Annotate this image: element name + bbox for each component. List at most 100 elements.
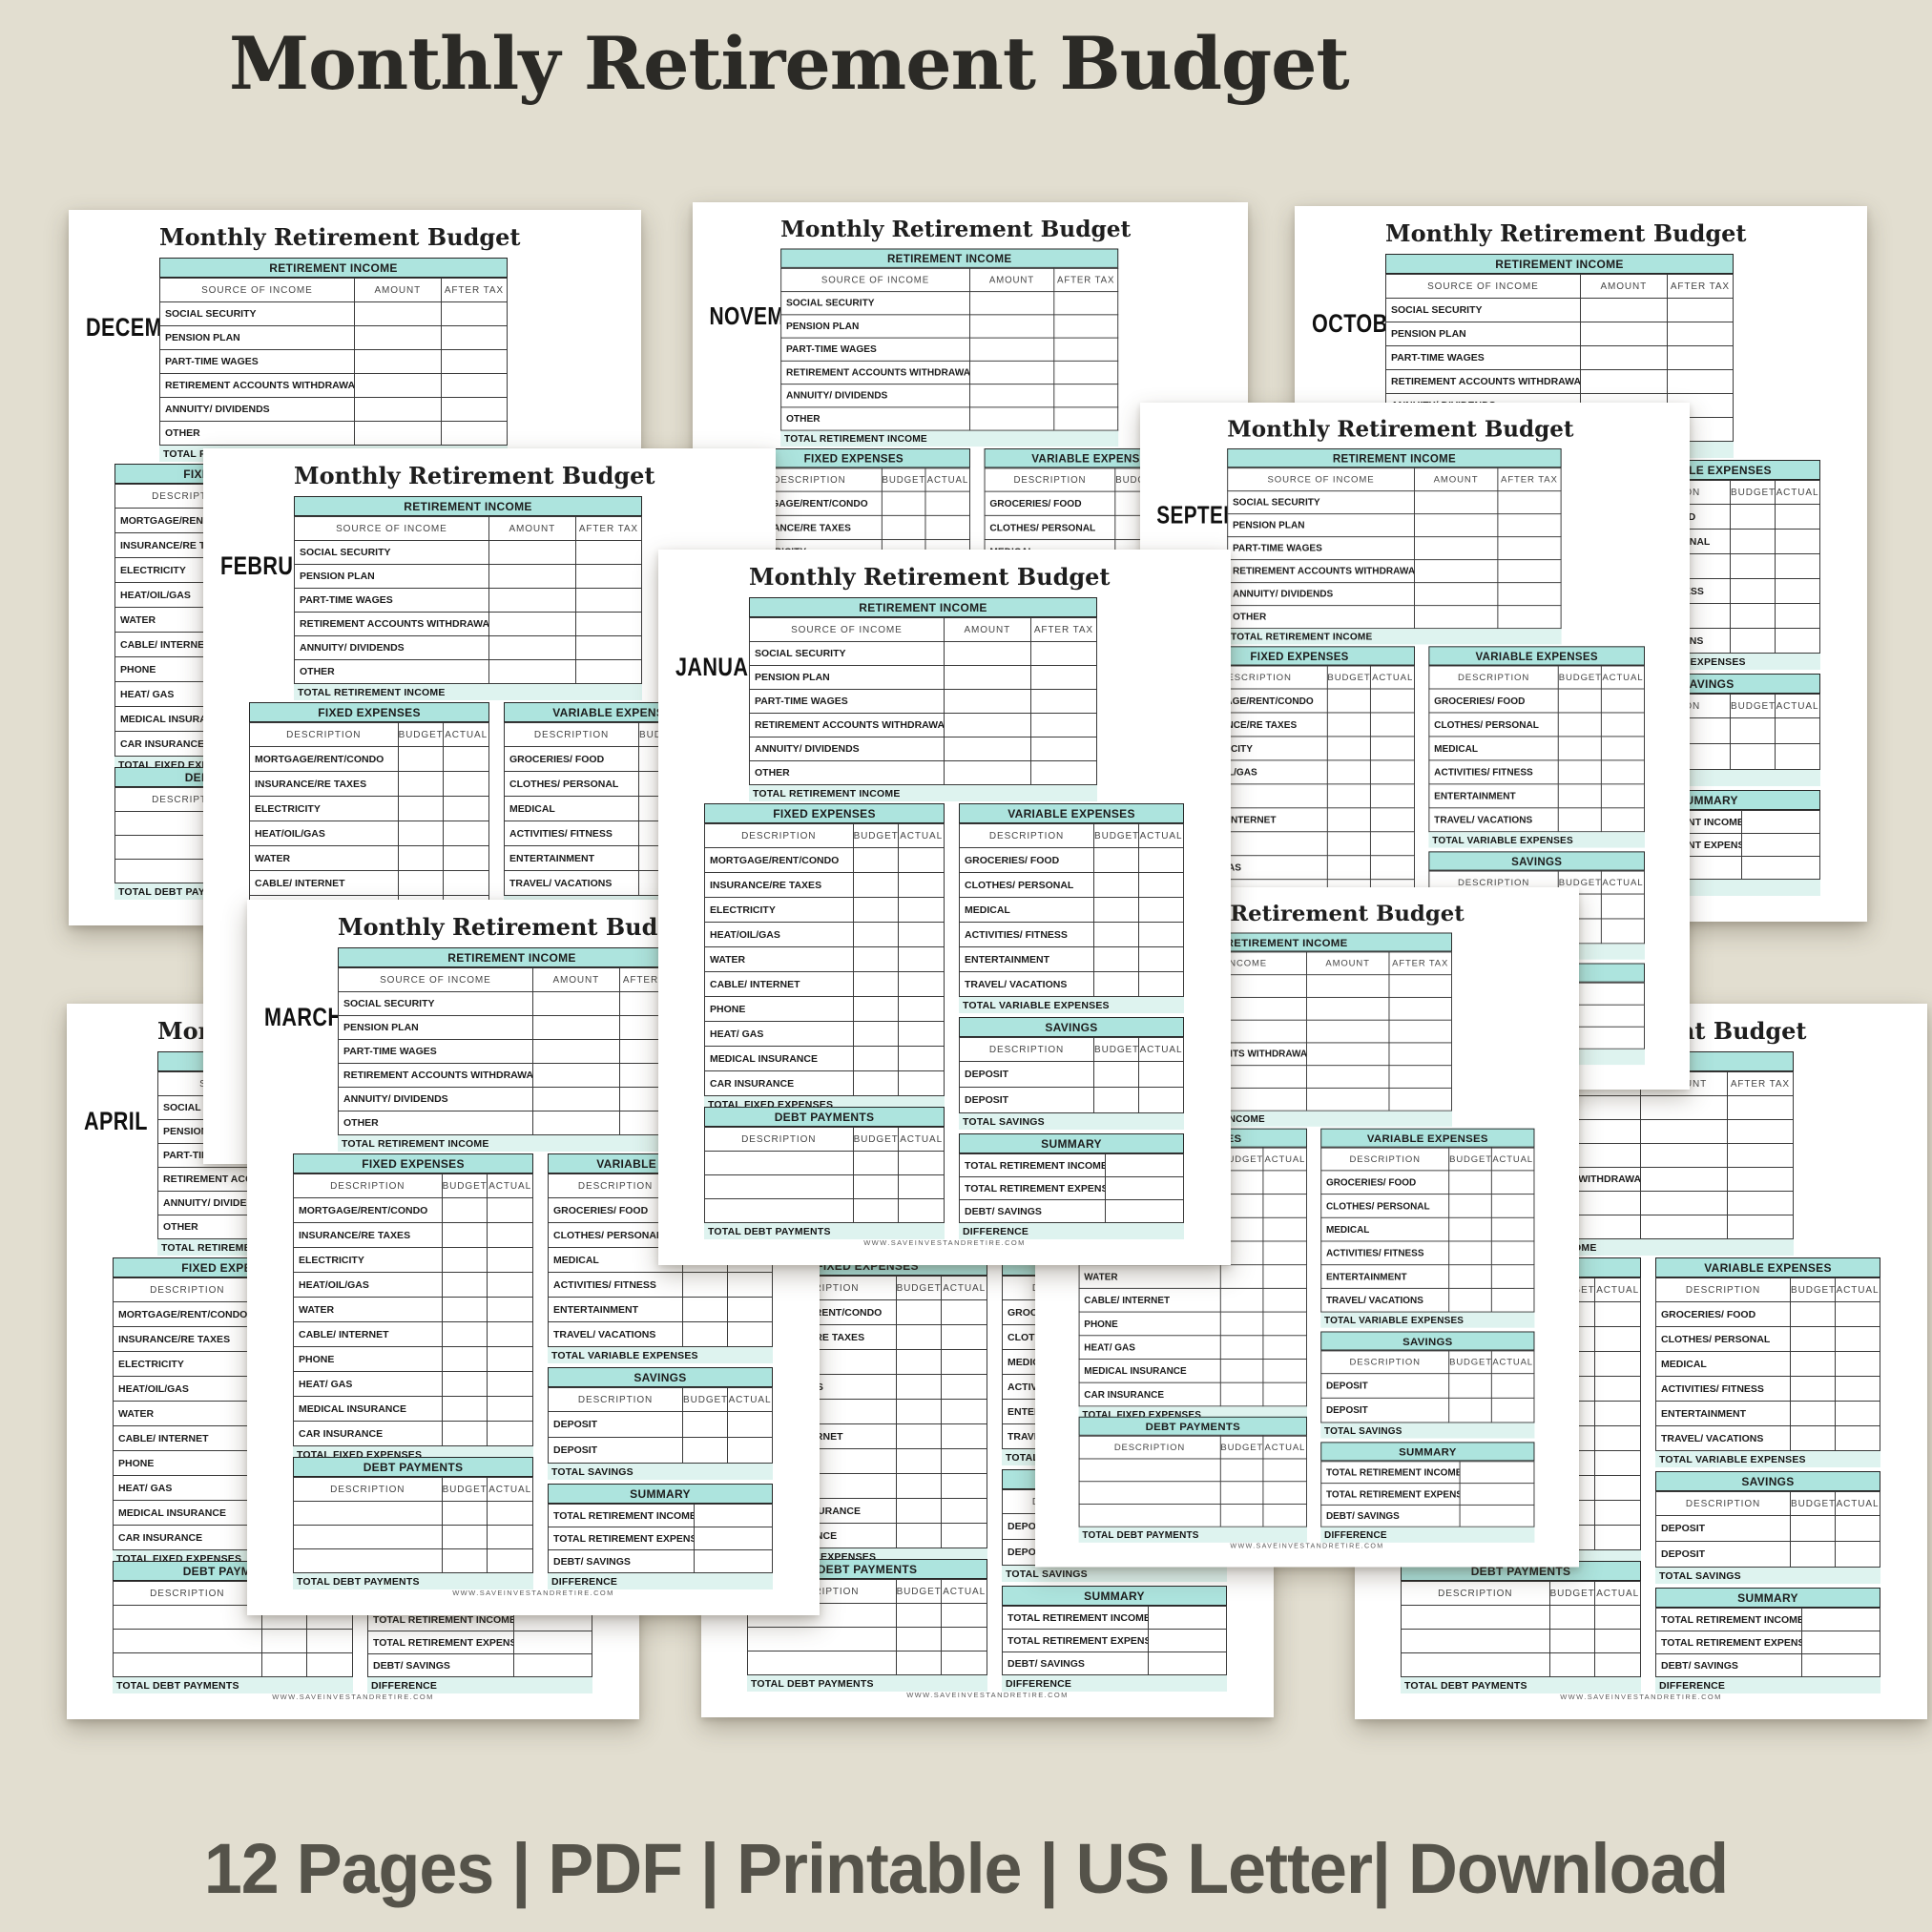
empty-cell xyxy=(488,588,576,613)
table-row: RETIREMENT ACCOUNTS WITHDRAWALS xyxy=(1227,559,1562,584)
summary-table: TOTAL RETIREMENT INCOME TOTAL RETIREMENT… xyxy=(548,1504,774,1573)
table-row: TOTAL RETIREMENT EXPENSES xyxy=(1320,1483,1535,1506)
row-label: ENTERTAINMENT xyxy=(504,845,639,871)
total-row: TOTAL SAVINGS xyxy=(959,1113,1184,1130)
empty-cell xyxy=(443,870,489,896)
table-row: CABLE/ INTERNET xyxy=(1184,807,1415,833)
column-header: ACTUAL xyxy=(487,1174,533,1198)
empty-cell xyxy=(943,665,1031,690)
savings-section: SAVINGS DESCRIPTION BUDGET ACTUAL DEPOSI… xyxy=(959,1017,1184,1130)
row-label: TOTAL RETIREMENT EXPENSES xyxy=(548,1527,695,1550)
empty-cell xyxy=(898,1151,945,1175)
empty-cell xyxy=(440,397,509,422)
summary-section: SUMMARY TOTAL RETIREMENT INCOME TOTAL RE… xyxy=(548,1484,774,1589)
row-label: DEBT/ SAVINGS xyxy=(548,1549,695,1573)
table-row xyxy=(1401,1652,1641,1677)
empty-cell xyxy=(1448,1194,1492,1218)
row-label: GROCERIES/ FOOD xyxy=(1320,1170,1450,1195)
empty-cell xyxy=(1370,831,1415,857)
empty-cell xyxy=(1740,856,1821,880)
total-row: DIFFERENCE xyxy=(367,1677,592,1693)
empty-cell xyxy=(1219,1381,1264,1407)
empty-cell xyxy=(852,1198,900,1223)
row-label: CLOTHES/ PERSONAL xyxy=(984,514,1116,541)
row-label: CAR INSURANCE xyxy=(1078,1381,1221,1407)
total-row: TOTAL DEBT PAYMENTS xyxy=(293,1573,533,1589)
table-row: CLOTHES/ PERSONAL xyxy=(1655,1326,1880,1352)
debt-payments-table: DESCRIPTION BUDGET ACTUAL xyxy=(1401,1581,1641,1677)
table-row xyxy=(1078,1458,1307,1483)
empty-cell xyxy=(1600,712,1645,737)
total-row: TOTAL VARIABLE EXPENSES xyxy=(1320,1312,1535,1328)
empty-cell xyxy=(941,1498,987,1524)
table-row: SOCIAL SECURITY xyxy=(159,301,509,326)
empty-cell xyxy=(1730,717,1776,744)
row-label: MEDICAL xyxy=(1320,1216,1450,1242)
column-header: ACTUAL xyxy=(898,823,945,848)
empty-cell xyxy=(1262,1240,1307,1266)
table-row: WATER xyxy=(704,946,945,972)
empty-cell xyxy=(1262,1287,1307,1313)
empty-cell xyxy=(397,821,445,846)
website-footer: WWW.SAVEINVESTANDRETIRE.COM xyxy=(1560,1693,1722,1701)
column-header-row: DESCRIPTION BUDGET ACTUAL xyxy=(1320,1147,1535,1172)
column-header: DESCRIPTION xyxy=(1078,1435,1221,1460)
total-row: TOTAL RETIREMENT INCOME xyxy=(338,1135,686,1152)
empty-cell xyxy=(531,1015,620,1040)
column-header-row: DESCRIPTION BUDGET ACTUAL xyxy=(1428,665,1645,690)
row-label: TOTAL RETIREMENT EXPENSES xyxy=(959,1176,1106,1200)
row-label: DEPOSIT xyxy=(959,1087,1094,1113)
row-label: GROCERIES/ FOOD xyxy=(1655,1301,1791,1327)
row-label: TRAVEL/ VACATIONS xyxy=(959,971,1094,997)
section-header: SAVINGS xyxy=(1320,1331,1535,1351)
empty-cell xyxy=(1666,322,1735,346)
table-row xyxy=(1078,1481,1307,1505)
empty-cell xyxy=(441,1371,488,1397)
section-header: FIXED EXPENSES xyxy=(737,448,970,468)
table-row: SOCIAL SECURITY xyxy=(1227,490,1562,515)
column-header: SOURCE OF INCOME xyxy=(1385,274,1581,299)
empty-cell xyxy=(1413,513,1499,538)
empty-cell xyxy=(1029,713,1098,737)
empty-cell xyxy=(1790,1301,1836,1327)
empty-cell xyxy=(306,1652,353,1677)
empty-cell xyxy=(1305,1019,1390,1044)
column-header-row: DESCRIPTION BUDGET ACTUAL xyxy=(293,1174,533,1198)
row-label: TOTAL RETIREMENT INCOME xyxy=(548,1504,695,1527)
table-row: INSURANCE/RE TAXES xyxy=(249,771,489,797)
empty-cell xyxy=(1138,971,1184,997)
empty-cell xyxy=(1775,743,1820,770)
row-label: MEDICAL xyxy=(1655,1351,1791,1377)
poster-caption: 12 Pages | PDF | Printable | US Letter| … xyxy=(203,1829,1729,1908)
empty-cell xyxy=(895,1324,943,1350)
row-label: DEPOSIT xyxy=(1320,1397,1450,1423)
row-label xyxy=(704,1174,854,1199)
empty-cell xyxy=(943,641,1031,666)
row-label: RETIREMENT ACCOUNTS WITHDRAWALS xyxy=(338,1063,533,1088)
table-row: TOTAL RETIREMENT EXPENSES xyxy=(367,1631,593,1654)
empty-cell xyxy=(441,1272,488,1298)
empty-cell xyxy=(943,713,1031,737)
row-label: INSURANCE/RE TAXES xyxy=(293,1222,443,1248)
empty-cell xyxy=(895,1374,943,1400)
column-header: BUDGET xyxy=(1730,480,1776,505)
empty-cell xyxy=(1639,1143,1728,1168)
table-row: CAR INSURANCE xyxy=(1078,1381,1307,1407)
empty-cell xyxy=(1326,855,1372,881)
empty-cell xyxy=(1594,1525,1641,1550)
row-label: DEPOSIT xyxy=(548,1437,683,1464)
table-row: DEPOSIT xyxy=(1320,1397,1535,1423)
table-row: PENSION PLAN xyxy=(780,314,1119,339)
empty-cell xyxy=(1305,1042,1390,1067)
empty-cell xyxy=(968,314,1055,339)
empty-cell xyxy=(488,540,576,565)
column-header: ACTUAL xyxy=(898,1127,945,1152)
variable-expenses-table: DESCRIPTION BUDGET ACTUAL GROCERIES/ FOO… xyxy=(1428,665,1645,833)
table-row: GROCERIES/ FOOD xyxy=(1655,1301,1880,1327)
row-label: GROCERIES/ FOOD xyxy=(504,746,639,772)
row-label: CAR INSURANCE xyxy=(113,1525,262,1550)
empty-cell xyxy=(1262,1335,1307,1360)
column-header-row: DESCRIPTION BUDGET ACTUAL xyxy=(1655,1278,1880,1302)
row-label xyxy=(1078,1458,1221,1483)
table-row: CABLE/ INTERNET xyxy=(249,870,489,896)
